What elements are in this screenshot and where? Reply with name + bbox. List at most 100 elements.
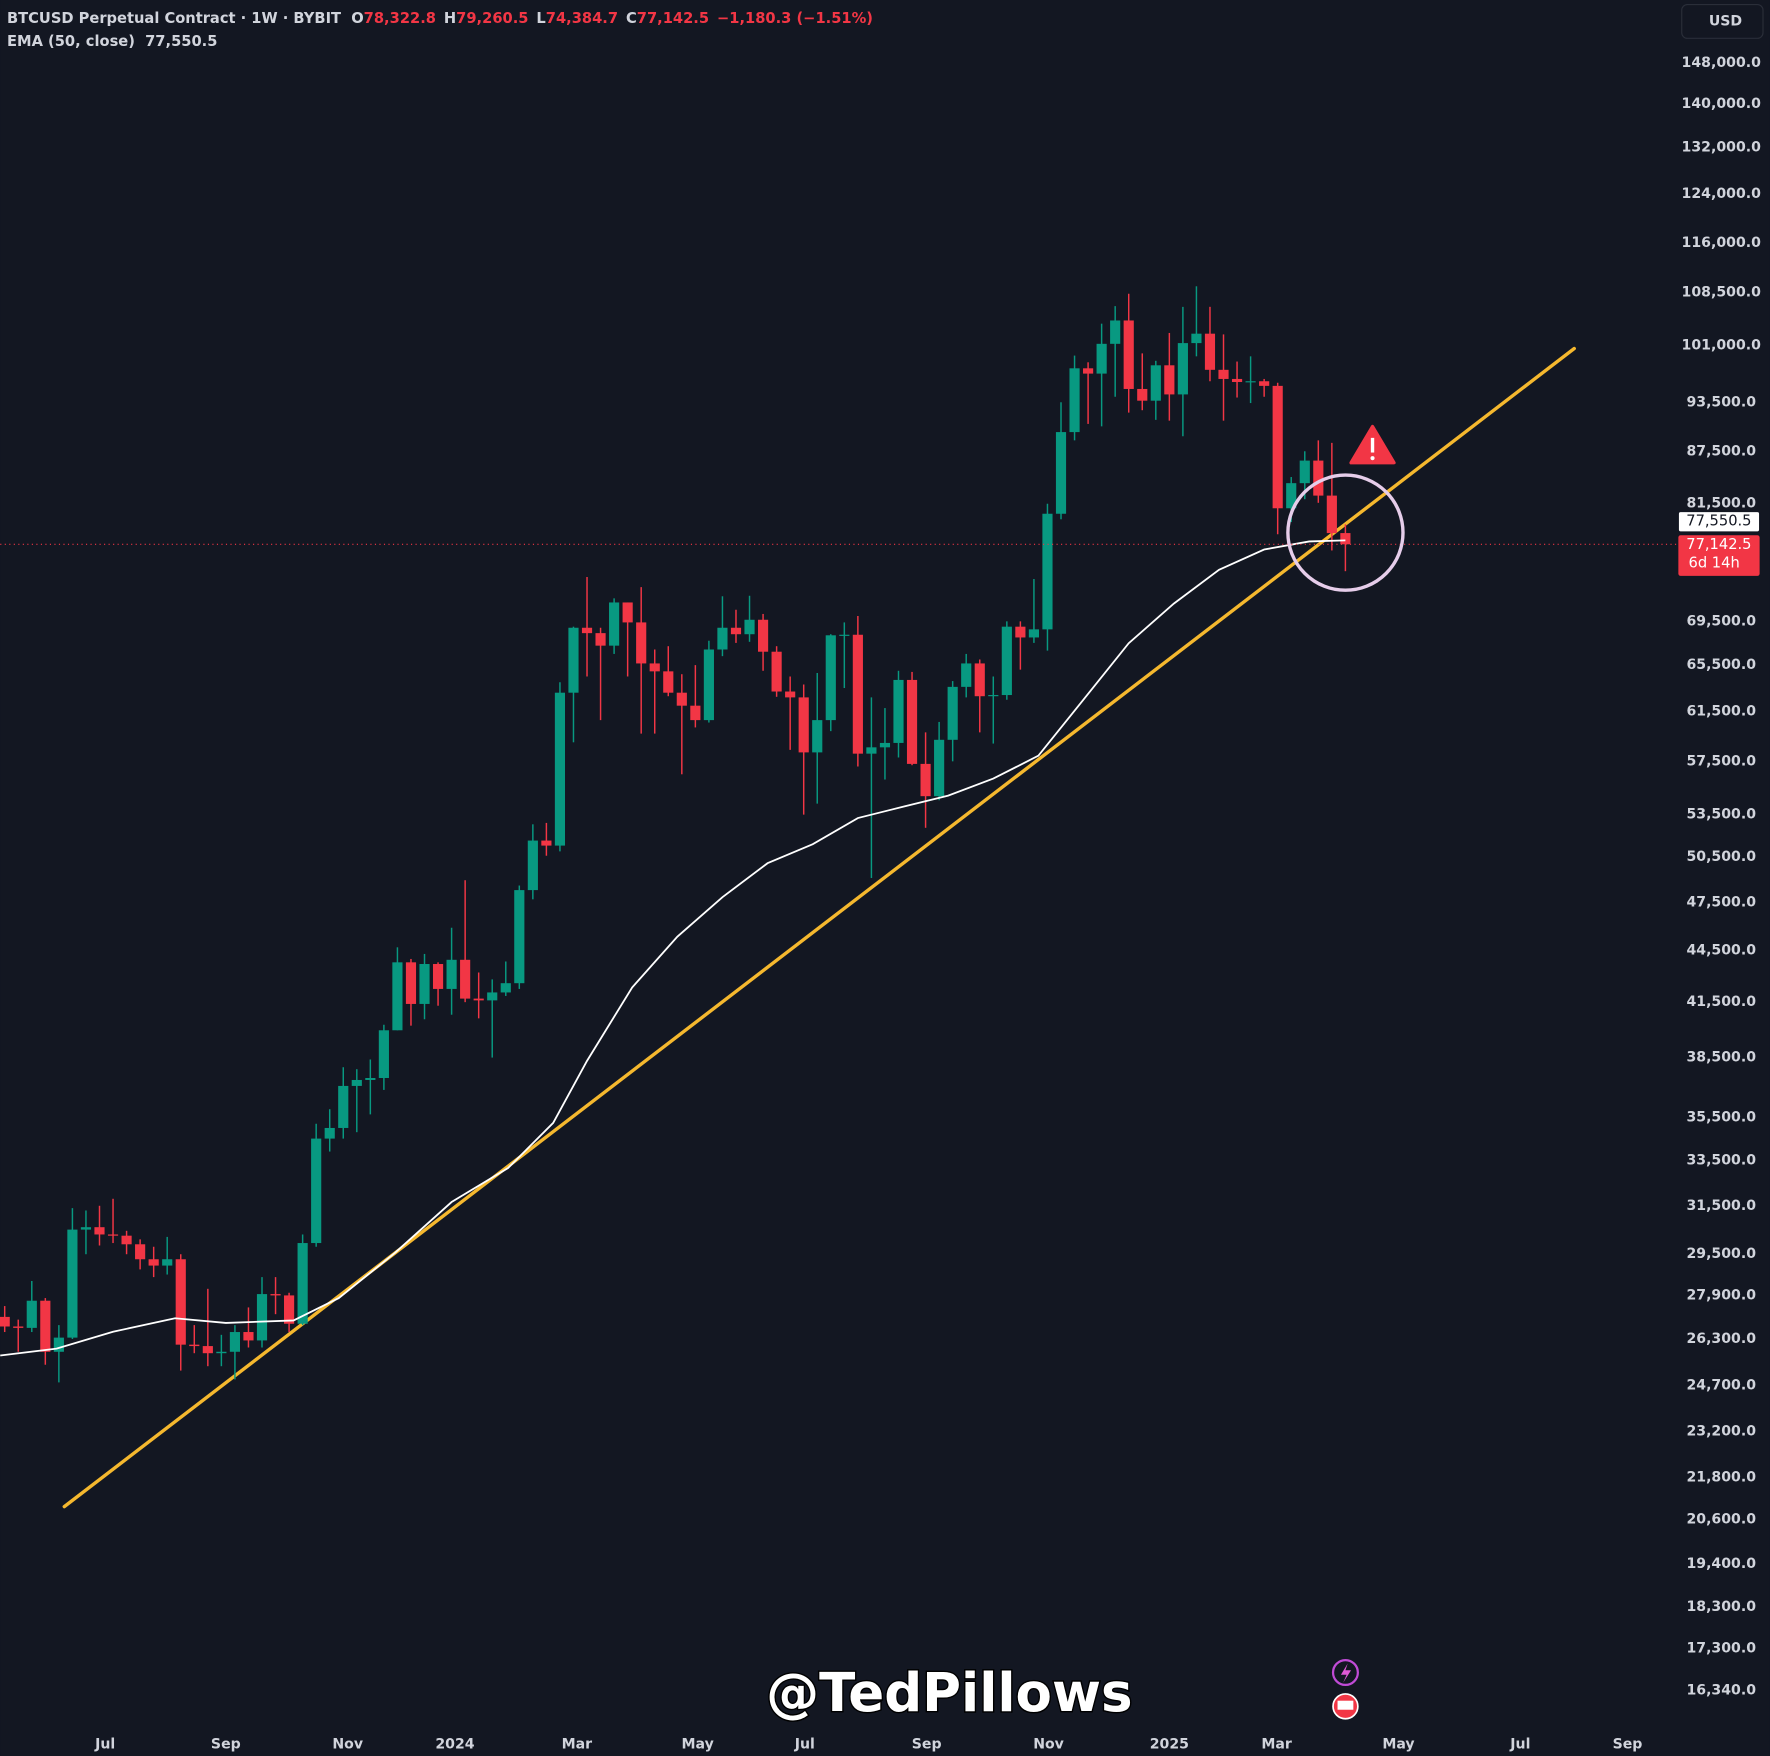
x-tick-label: May (1382, 1737, 1414, 1753)
candle-body (270, 1294, 281, 1296)
candle-body (703, 649, 714, 721)
change: −1,180.3 (−1.51%) (717, 10, 873, 27)
candle-body (988, 695, 999, 697)
y-tick-label: 87,500.0 (1686, 443, 1756, 459)
candle-body (1069, 368, 1080, 433)
ohlc-key: H (444, 10, 456, 27)
candle-body (893, 679, 904, 743)
candle-body (798, 697, 809, 753)
x-tick-label: Jul (94, 1737, 115, 1753)
candle-body (1218, 369, 1229, 379)
x-tick-label: Sep (912, 1737, 942, 1753)
candle-body (771, 651, 782, 692)
y-tick-label: 53,500.0 (1686, 807, 1756, 823)
y-tick-label: 93,500.0 (1686, 394, 1756, 410)
x-tick-label: Nov (332, 1737, 363, 1753)
x-tick-label: Sep (1613, 1737, 1643, 1753)
y-tick-label: 65,500.0 (1686, 657, 1756, 673)
y-tick-label: 27,900.0 (1686, 1287, 1756, 1303)
candle-body (324, 1127, 335, 1139)
y-tick-label: 116,000.0 (1682, 235, 1762, 251)
ohlc-value: 79,260.5 (456, 10, 528, 27)
candle-body (378, 1030, 389, 1078)
candle-body (649, 663, 660, 672)
candle-body (1164, 365, 1175, 395)
currency-box[interactable] (1681, 3, 1764, 39)
candle-body (202, 1346, 213, 1354)
candle-body (1313, 460, 1324, 496)
ema-value: 77,550.5 (145, 33, 217, 50)
currency-label[interactable]: USD (1709, 13, 1742, 29)
x-tick-label: 2024 (435, 1737, 474, 1753)
candle-body (906, 679, 918, 764)
candle-body (920, 763, 931, 797)
candle-body (148, 1259, 159, 1266)
y-tick-label: 148,000.0 (1682, 55, 1762, 71)
candle-body (1042, 513, 1053, 630)
candle-body (243, 1332, 254, 1341)
candle-body (392, 962, 403, 1031)
candle-body (1272, 385, 1283, 509)
event-flag (1337, 1700, 1354, 1710)
candle-body (284, 1295, 295, 1324)
candle-body (717, 627, 728, 650)
y-tick-label: 26,300.0 (1686, 1331, 1756, 1347)
candle-body (405, 962, 417, 1004)
last-price-label: 77,142.5 (1686, 536, 1751, 553)
ema-value-box (1677, 511, 1761, 533)
y-tick-label: 69,500.0 (1686, 613, 1756, 629)
candle-body (26, 1300, 37, 1328)
candle-body (785, 691, 796, 698)
ema-value-tag: 77,550.5 (1686, 513, 1751, 530)
x-tick-label: Sep (211, 1737, 241, 1753)
candle-body (1110, 320, 1121, 344)
candle-body (554, 692, 566, 846)
y-tick-label: 61,500.0 (1686, 704, 1756, 720)
candle-body (135, 1244, 146, 1260)
candle-body (175, 1259, 186, 1345)
y-tick-label: 35,500.0 (1686, 1109, 1756, 1125)
y-tick-label: 57,500.0 (1686, 753, 1756, 769)
ohlc-key: C (626, 10, 637, 27)
last-price-box (1678, 535, 1760, 576)
y-tick-label: 31,500.0 (1686, 1198, 1756, 1214)
candle-body (825, 635, 836, 721)
event-icons (1331, 1658, 1359, 1720)
y-tick-label: 132,000.0 (1682, 140, 1762, 156)
symbol: BTCUSD Perpetual Contract · 1W · BYBIT (7, 10, 341, 27)
candle-body (162, 1259, 173, 1266)
candle-body (879, 742, 891, 748)
x-tick-label: Jul (1509, 1737, 1530, 1753)
event-bolt (1340, 1663, 1352, 1683)
ohlc-value: 74,384.7 (546, 10, 618, 27)
y-tick-label: 33,500.0 (1686, 1152, 1756, 1168)
candle-body (94, 1227, 105, 1235)
candle-body (473, 998, 484, 1001)
candle-body (663, 671, 674, 693)
candle-body (460, 959, 471, 999)
candle-body (866, 747, 877, 754)
candle-body (568, 627, 579, 693)
candle-body (1245, 381, 1256, 383)
x-tick-label: Mar (1261, 1737, 1292, 1753)
y-tick-label: 23,200.0 (1686, 1424, 1756, 1440)
candle-body (1083, 368, 1094, 374)
candle-body (1177, 343, 1188, 395)
y-tick-label: 101,000.0 (1682, 337, 1762, 353)
candle-body (839, 634, 850, 636)
x-tick-label: May (682, 1737, 714, 1753)
candle-body (636, 622, 647, 664)
highlight-circle (1286, 473, 1405, 592)
x-tick-label: 2025 (1150, 1737, 1189, 1753)
y-tick-label: 124,000.0 (1682, 186, 1762, 202)
y-tick-label: 19,400.0 (1686, 1556, 1756, 1572)
warning-icon (1349, 424, 1396, 465)
candle-body (744, 619, 755, 635)
candle-body (107, 1234, 119, 1236)
indicator-line: EMA (50, close) 77,550.5 (7, 33, 217, 50)
y-tick-label: 81,500.0 (1686, 496, 1756, 512)
watermark: @TedPillows (766, 1662, 1132, 1724)
candle-body (812, 720, 823, 753)
